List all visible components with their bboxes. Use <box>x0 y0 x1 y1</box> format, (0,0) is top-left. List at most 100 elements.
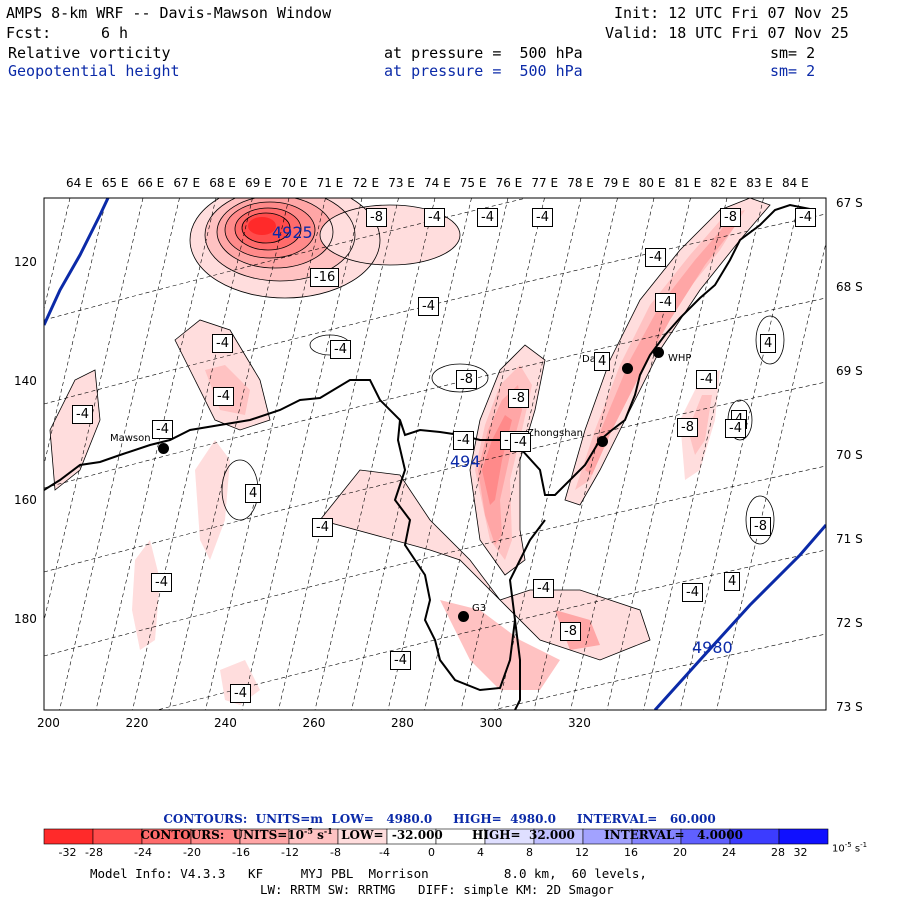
y-tick-label: 160 <box>14 493 37 507</box>
vorticity-contour-label: 4 <box>245 484 262 503</box>
x-tick-label: 220 <box>125 716 149 730</box>
colorbar-tick-label: 16 <box>624 846 638 859</box>
longitude-label: 65 E <box>101 176 129 190</box>
longitude-label: 72 E <box>352 176 380 190</box>
field1-name: Relative vorticity <box>8 44 171 62</box>
station-marker <box>158 443 169 454</box>
longitude-label: 80 E <box>638 176 666 190</box>
vorticity-contour-label: -4 <box>795 208 816 227</box>
longitude-label: 76 E <box>495 176 523 190</box>
longitude-label: 79 E <box>603 176 630 190</box>
latitude-label: 72 S <box>836 616 863 630</box>
vorticity-contour-label: -4 <box>152 420 173 439</box>
x-tick-label: 240 <box>214 716 237 730</box>
longitude-label: 71 E <box>316 176 344 190</box>
vorticity-contour-label: -4 <box>418 297 439 316</box>
vorticity-contour-label: -8 <box>508 389 529 408</box>
vorticity-contour-label: -4 <box>151 573 172 592</box>
vorticity-contour-label: -4 <box>696 370 717 389</box>
vorticity-contour-label: -4 <box>312 518 333 537</box>
vorticity-contour-label: -4 <box>682 583 703 602</box>
vorticity-contour-label: -4 <box>655 293 676 312</box>
colorbar-tick-label: 20 <box>673 846 687 859</box>
longitude-label: 66 E <box>137 176 165 190</box>
height-contour-label: 4980 <box>692 638 733 657</box>
longitude-label: 78 E <box>567 176 594 190</box>
colorbar <box>43 828 829 845</box>
station-marker <box>458 611 469 622</box>
vorticity-contour-label: -8 <box>750 517 771 536</box>
vorticity-contour-label: -8 <box>366 208 387 227</box>
station-label: WHP <box>668 353 692 364</box>
latitude-label: 68 S <box>836 280 863 294</box>
vorticity-contours <box>49 198 785 661</box>
colorbar-tick-label: 8 <box>526 846 533 859</box>
vorticity-fill-layer <box>50 198 770 705</box>
valid-time: Valid: 18 UTC Fri 07 Nov 25 <box>605 24 849 42</box>
colorbar-tick-label: 24 <box>722 846 736 859</box>
vorticity-contour-label: -8 <box>677 418 698 437</box>
longitude-label: 67 E <box>173 176 201 190</box>
vorticity-contour-label: -8 <box>560 622 581 641</box>
latitude-label: 67 S <box>836 196 863 210</box>
station-marker <box>622 363 633 374</box>
longitude-label: 69 E <box>245 176 272 190</box>
height-contour-label: 494 <box>450 452 481 471</box>
vorticity-contour-label: -8 <box>456 370 477 389</box>
colorbar-swatch <box>43 828 94 845</box>
vorticity-contour-label: 4 <box>760 334 777 353</box>
vorticity-contour-label: -4 <box>230 684 251 703</box>
x-tick-label: 260 <box>302 716 326 730</box>
longitude-label: 74 E <box>424 176 451 190</box>
colorbar-tick-label: -32 <box>58 846 77 859</box>
y-tick-label: 120 <box>14 255 37 269</box>
colorbar-tick-label: -20 <box>183 846 201 859</box>
vorticity-contour-info: CONTOURS: UNITS=10-5 s-1 LOW= -32.000 HI… <box>140 826 743 842</box>
station-label: G3 <box>472 603 487 614</box>
station-marker <box>653 347 664 358</box>
field2-level: at pressure = 500 hPa <box>384 62 583 80</box>
vorticity-contour-label: -16 <box>310 268 340 287</box>
graticule <box>44 198 826 710</box>
vorticity-contour-label: -4 <box>453 431 474 450</box>
x-tick-label: 320 <box>568 716 591 730</box>
model-title: AMPS 8-km WRF -- Davis-Mawson Window <box>6 4 332 22</box>
colorbar-tick-label: -12 <box>281 846 299 859</box>
colorbar-tick-label: -28 <box>85 846 103 859</box>
longitude-label: 64 E <box>66 176 93 190</box>
station-marker <box>597 436 608 447</box>
longitude-label: 82 E <box>710 176 738 190</box>
field2-smoothing: sm= 2 <box>770 62 816 80</box>
vorticity-contour-label: -4 <box>510 433 531 452</box>
y-tick-label: 180 <box>14 612 37 626</box>
vorticity-contour-label: -4 <box>477 208 498 227</box>
vorticity-contour-label: 4 <box>724 572 741 591</box>
footer-model-info: Model Info: V4.3.3 KF MYJ PBL Morrison 8… <box>90 866 647 881</box>
colorbar-swatch <box>778 828 829 845</box>
colorbar-tick-label: 12 <box>575 846 589 859</box>
latitude-label: 70 S <box>836 448 863 462</box>
longitude-label: 68 E <box>209 176 236 190</box>
vorticity-contour-label: -4 <box>212 334 233 353</box>
vorticity-contour-label: -4 <box>533 579 554 598</box>
height-contours <box>44 198 826 710</box>
colorbar-tick-label: 28 <box>771 846 785 859</box>
latitude-label: 71 S <box>836 532 863 546</box>
longitude-label: 81 E <box>674 176 702 190</box>
latitude-label: 73 S <box>836 700 863 714</box>
colorbar-tick-label: -8 <box>330 846 341 859</box>
longitude-label: 73 E <box>388 176 415 190</box>
x-tick-label: 200 <box>37 716 60 730</box>
field2-name: Geopotential height <box>8 62 180 80</box>
height-contour-info: CONTOURS: UNITS=m LOW= 4980.0 HIGH= 4980… <box>163 812 716 826</box>
x-tick-label: 300 <box>479 716 503 730</box>
vorticity-contour-label: -4 <box>72 405 93 424</box>
plot-frame <box>43 197 827 711</box>
colorbar-tick-label: -24 <box>134 846 152 859</box>
longitude-label: 70 E <box>280 176 308 190</box>
latitude-label: 69 S <box>836 364 863 378</box>
footer-physics-info: LW: RRTM SW: RRTMG DIFF: simple KM: 2D S… <box>260 882 614 897</box>
y-tick-label: 140 <box>14 374 37 388</box>
forecast-hour: 6 h <box>101 24 129 42</box>
